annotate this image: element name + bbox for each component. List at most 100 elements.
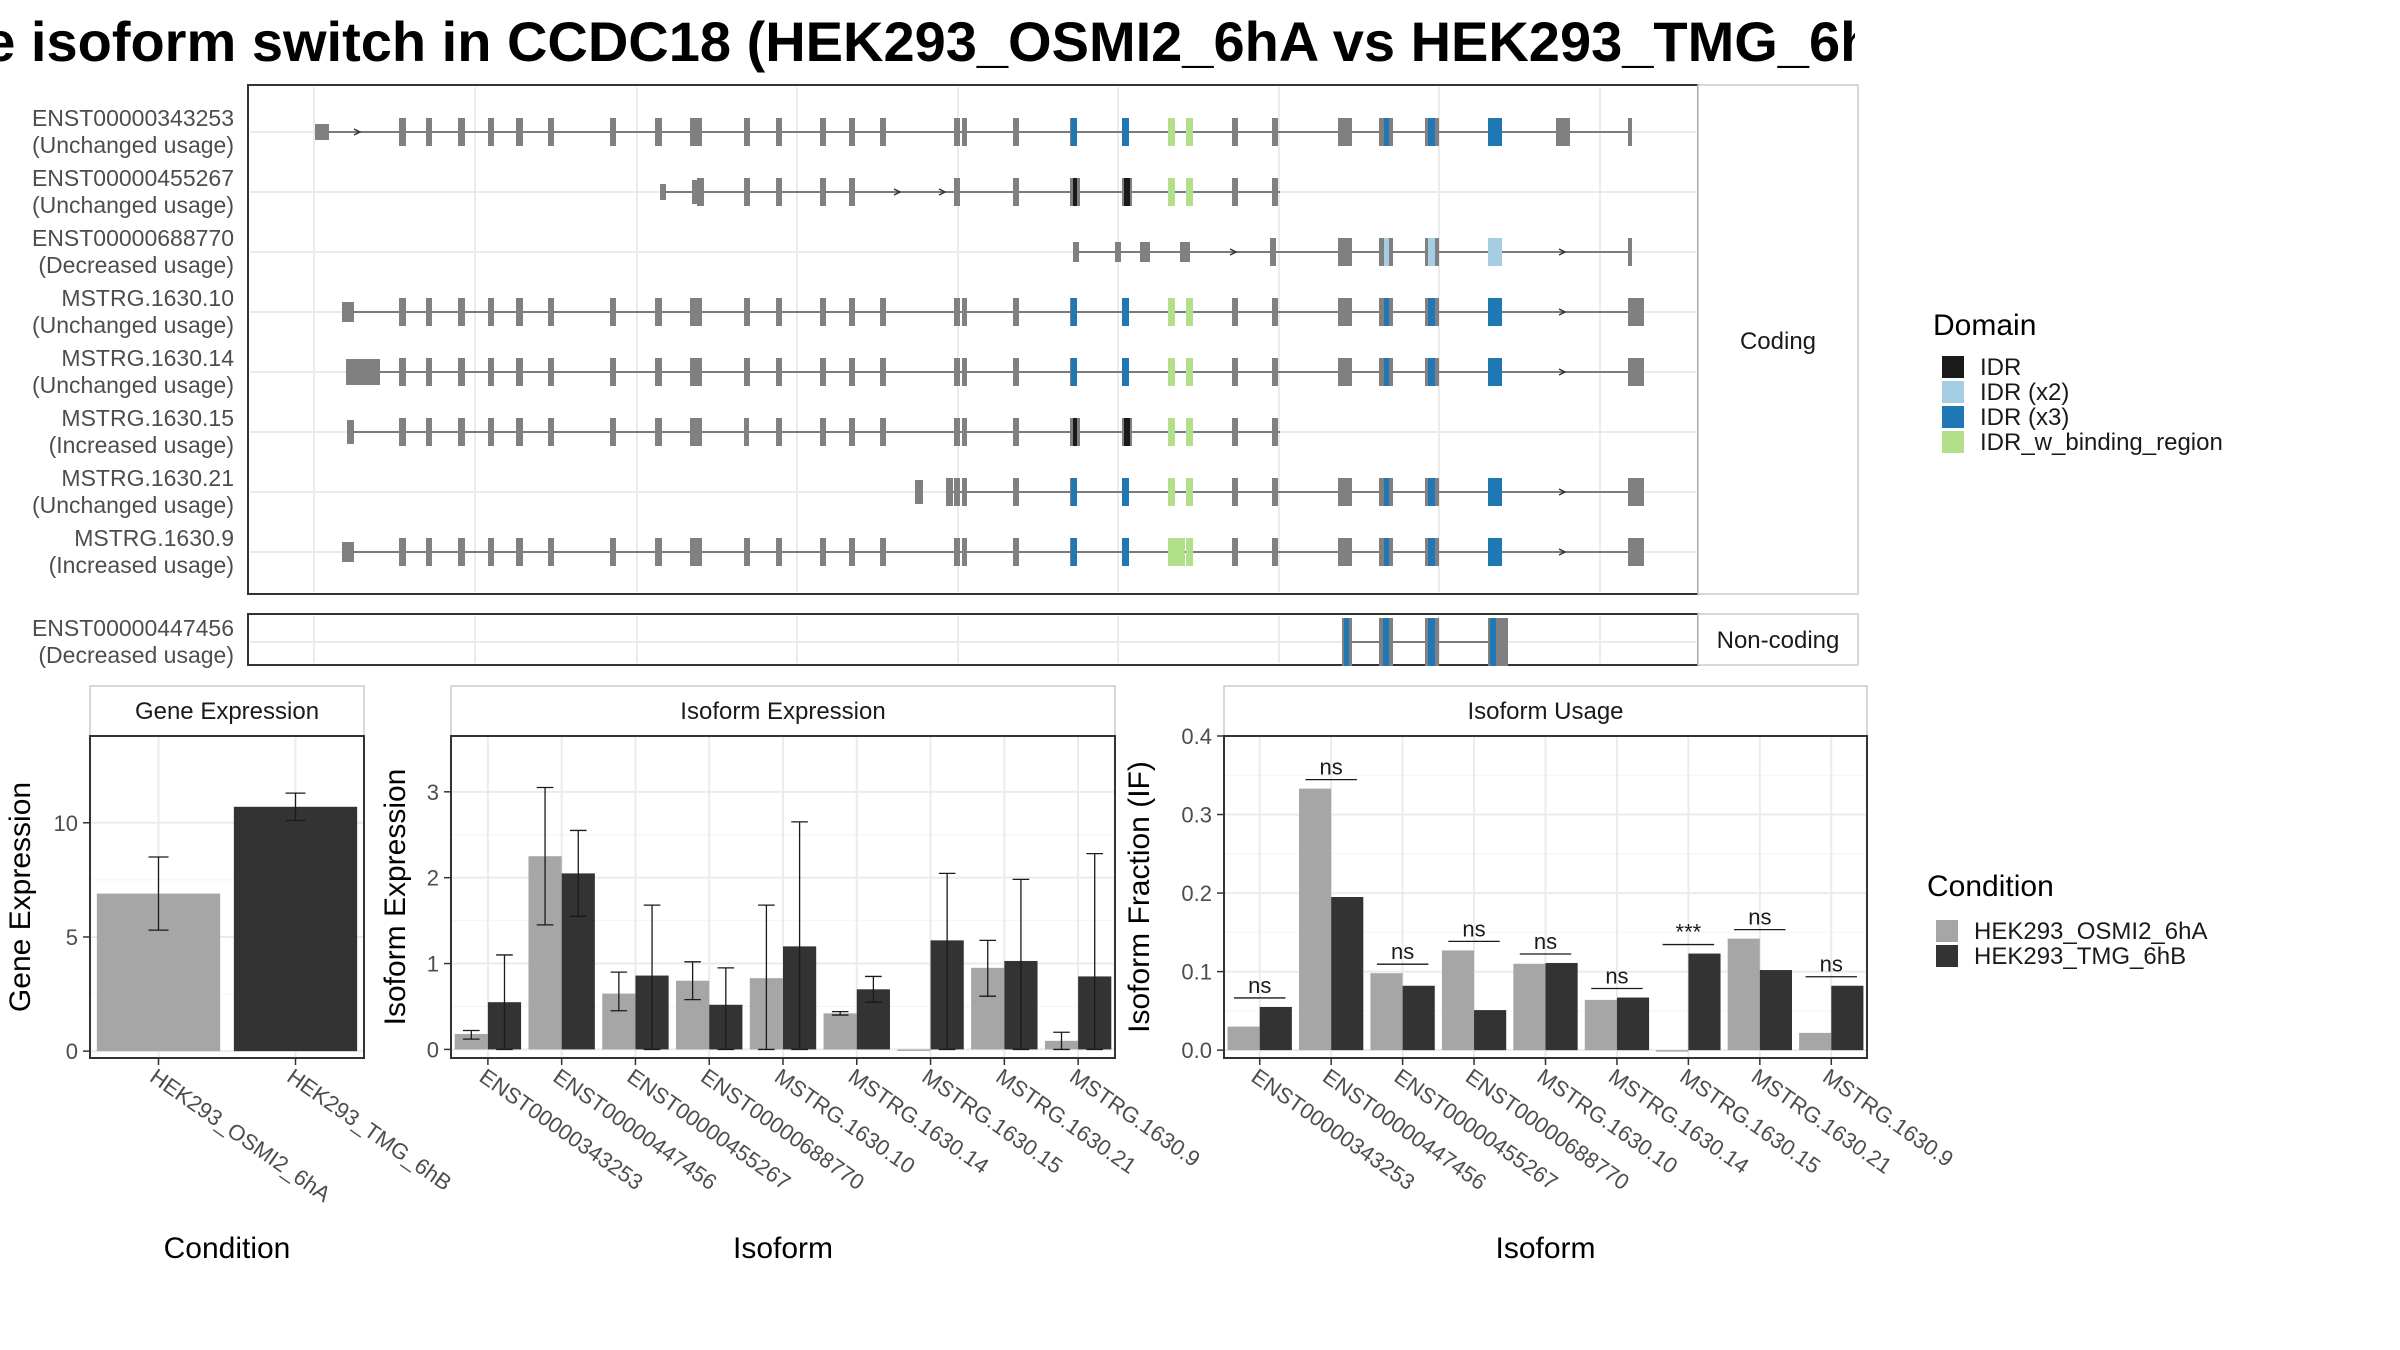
exon-block <box>954 298 960 326</box>
transcript-id-label: ENST00000455267 <box>32 165 234 191</box>
exon-block <box>849 418 855 446</box>
exon-block <box>880 418 886 446</box>
domain-block <box>1168 178 1175 206</box>
x-axis-title: Isoform <box>733 1232 833 1265</box>
exon-block <box>1232 118 1238 146</box>
domain-block <box>1488 538 1502 566</box>
transcript-id-label: ENST00000688770 <box>32 225 234 251</box>
exon-block <box>488 298 494 326</box>
y-tick-label: 0.1 <box>1181 960 1212 985</box>
transcript-usage-label: (Increased usage) <box>49 552 234 578</box>
exon-block <box>1232 178 1238 206</box>
domain-block <box>1122 358 1129 386</box>
exon-block <box>1628 238 1632 266</box>
exon-block <box>849 118 855 146</box>
exon-block <box>458 418 465 446</box>
exon-block <box>962 358 967 386</box>
exon-block <box>744 358 750 386</box>
bar <box>454 1033 488 1050</box>
domain-block <box>1122 118 1129 146</box>
domain-block <box>1071 298 1077 326</box>
transcript-track <box>915 478 1644 506</box>
exon-block <box>315 124 329 140</box>
exon-block <box>516 358 523 386</box>
exon-block <box>488 538 494 566</box>
plot-title: ne isoform switch in CCDC18 (HEK293_OSMI… <box>0 10 1855 73</box>
exon-block <box>1272 118 1278 146</box>
chart-title: Isoform Expression <box>680 698 885 725</box>
transcript-id-label: MSTRG.1630.10 <box>61 285 234 311</box>
chart-title-strip <box>1223 685 1868 737</box>
exon-block <box>880 118 886 146</box>
domain-block <box>1168 538 1185 566</box>
exon-block <box>1628 538 1644 566</box>
exon-block <box>458 358 465 386</box>
transcript-usage-label: (Decreased usage) <box>38 642 234 668</box>
transcript-id-label: MSTRG.1630.9 <box>74 525 234 551</box>
y-tick-label: 1 <box>427 952 439 977</box>
exon-block <box>820 418 826 446</box>
exon-block <box>849 358 855 386</box>
bar <box>1402 985 1435 1051</box>
exon-block <box>820 358 826 386</box>
bar <box>823 1013 857 1050</box>
domain-block <box>1488 238 1502 266</box>
domain-block <box>1428 238 1435 266</box>
exon-block <box>962 298 967 326</box>
significance-label: ns <box>1248 973 1271 998</box>
y-tick-label: 5 <box>66 925 78 950</box>
exon-block <box>744 118 750 146</box>
domain-block <box>1168 118 1175 146</box>
bar <box>1831 985 1864 1051</box>
domain-block <box>1428 538 1435 566</box>
exon-block <box>610 418 616 446</box>
exon-block <box>744 418 749 446</box>
domain-block <box>1071 478 1077 506</box>
coding-panel: Coding <box>247 84 1859 595</box>
transcript-track <box>315 118 1632 146</box>
chart-title: Isoform Usage <box>1467 698 1623 725</box>
exon-block <box>744 178 750 206</box>
coding-transcript-tracks <box>315 118 1644 566</box>
domain-block <box>1488 118 1502 146</box>
condition-legend-label: HEK293_OSMI2_6hA <box>1974 918 2207 945</box>
exon-block <box>690 118 702 146</box>
exon-block <box>655 298 662 326</box>
exon-block <box>962 478 967 506</box>
domain-block <box>1124 178 1130 206</box>
exon-block <box>962 538 967 566</box>
exon-block <box>399 358 406 386</box>
exon-block <box>1232 418 1238 446</box>
exon-block <box>342 302 354 322</box>
bar <box>233 806 358 1052</box>
domain-legend-label: IDR (x2) <box>1980 379 2069 406</box>
exon-block <box>1272 538 1278 566</box>
significance-label: ns <box>1820 952 1843 977</box>
exon-block <box>610 118 616 146</box>
exon-block <box>1232 538 1238 566</box>
bar <box>1227 1026 1260 1051</box>
exon-block <box>1628 298 1644 326</box>
exon-block <box>962 418 967 446</box>
transcript-usage-label: (Unchanged usage) <box>32 372 234 398</box>
y-tick-label: 0.0 <box>1181 1038 1212 1063</box>
transcript-id-label: MSTRG.1630.15 <box>61 405 234 431</box>
transcript-usage-label: (Unchanged usage) <box>32 132 234 158</box>
exon-block <box>655 358 662 386</box>
exon-block <box>776 298 782 326</box>
transcript-usage-label: (Unchanged usage) <box>32 312 234 338</box>
exon-block <box>1013 298 1019 326</box>
bar <box>1656 1050 1689 1052</box>
domain-block <box>1490 618 1496 666</box>
domain-block <box>1384 238 1389 266</box>
exon-block <box>1115 242 1121 262</box>
exon-block <box>776 358 782 386</box>
exon-block <box>655 118 662 146</box>
domain-block <box>1428 618 1435 666</box>
domain-block <box>1384 358 1389 386</box>
domain-block <box>1384 538 1389 566</box>
exon-block <box>697 178 704 206</box>
exon-block <box>347 420 354 444</box>
exon-block <box>820 298 826 326</box>
